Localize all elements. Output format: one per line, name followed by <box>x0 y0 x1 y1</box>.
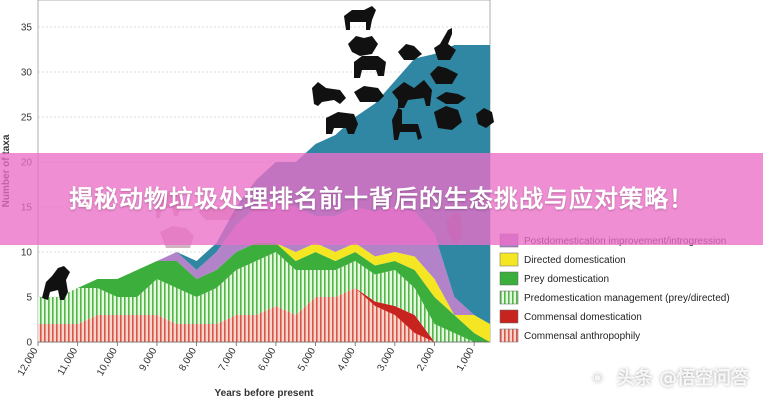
llama-silhouette <box>392 108 422 140</box>
legend: Postdomestication improvement/introgress… <box>494 230 763 346</box>
pig-silhouette <box>354 86 384 102</box>
x-tick-label: 1,000 <box>455 346 477 374</box>
legend-entry: Directed domestication <box>524 255 626 266</box>
x-tick-label: 3,000 <box>375 346 397 374</box>
x-axis: 12,000 11,000 10,000 9,000 8,000 7,000 6,000 5,… <box>16 341 490 378</box>
turkey-silhouette <box>434 106 462 130</box>
x-tick-label: 7,000 <box>217 346 239 374</box>
area-series-3 <box>38 243 490 342</box>
cattle-silhouette <box>326 112 358 134</box>
legend-swatch <box>499 271 519 286</box>
y-tick-label: 10 <box>21 248 33 259</box>
fish-silhouette <box>436 92 466 104</box>
x-tick-label: 6,000 <box>256 346 278 374</box>
y-tick-label: 0 <box>26 338 32 349</box>
duck-silhouette <box>430 66 458 84</box>
x-tick-label: 2,000 <box>415 346 437 374</box>
area-series-1 <box>38 288 490 342</box>
y-tick-label: 25 <box>21 113 33 124</box>
x-axis-label: Years before present <box>215 388 315 399</box>
legend-background <box>494 230 763 346</box>
x-tick-label: 11,000 <box>56 346 81 378</box>
area-series-2 <box>38 252 490 342</box>
y-tick-label: 5 <box>26 293 32 304</box>
watermark-logo-icon: ◉ <box>584 364 611 390</box>
legend-entry: Commensal anthropophily <box>524 331 640 342</box>
watermark-text: 头条 @悟空问答 <box>616 368 749 389</box>
x-tick-label: 10,000 <box>95 346 120 378</box>
legend-entry: Commensal domestication <box>524 312 642 323</box>
goose-silhouette <box>434 28 456 60</box>
legend-entry: Predomestication management (prey/direct… <box>524 293 730 304</box>
y-tick-label: 30 <box>21 68 33 79</box>
title-banner: 揭秘动物垃圾处理排名前十背后的生态挑战与应对策略！ <box>0 153 763 245</box>
legend-swatch <box>499 309 519 324</box>
chicken-silhouette <box>348 36 378 56</box>
y-tick-label: 35 <box>21 23 33 34</box>
horse-silhouette <box>344 6 376 30</box>
legend-entry: Prey domestication <box>524 274 609 285</box>
legend-swatch <box>499 290 519 305</box>
cat-silhouette <box>312 82 346 106</box>
x-tick-label: 4,000 <box>336 346 358 374</box>
legend-swatch <box>499 252 519 267</box>
pigeon-silhouette <box>398 44 422 60</box>
legend-swatch <box>499 328 519 343</box>
camel-silhouette <box>392 80 432 108</box>
x-tick-label: 8,000 <box>177 346 199 374</box>
watermark: ◉ 头条 @悟空问答 <box>584 364 749 390</box>
x-tick-label: 9,000 <box>138 346 160 374</box>
x-tick-label: 5,000 <box>296 346 318 374</box>
area-series-0 <box>38 288 490 342</box>
bird-silhouette <box>476 108 494 128</box>
x-tick-label: 12,000 <box>16 346 41 378</box>
banner-title: 揭秘动物垃圾处理排名前十背后的生态挑战与应对策略！ <box>69 185 694 213</box>
dog-silhouette <box>42 266 70 300</box>
animal-silhouettes <box>42 6 494 300</box>
sheep-silhouette <box>354 56 386 78</box>
